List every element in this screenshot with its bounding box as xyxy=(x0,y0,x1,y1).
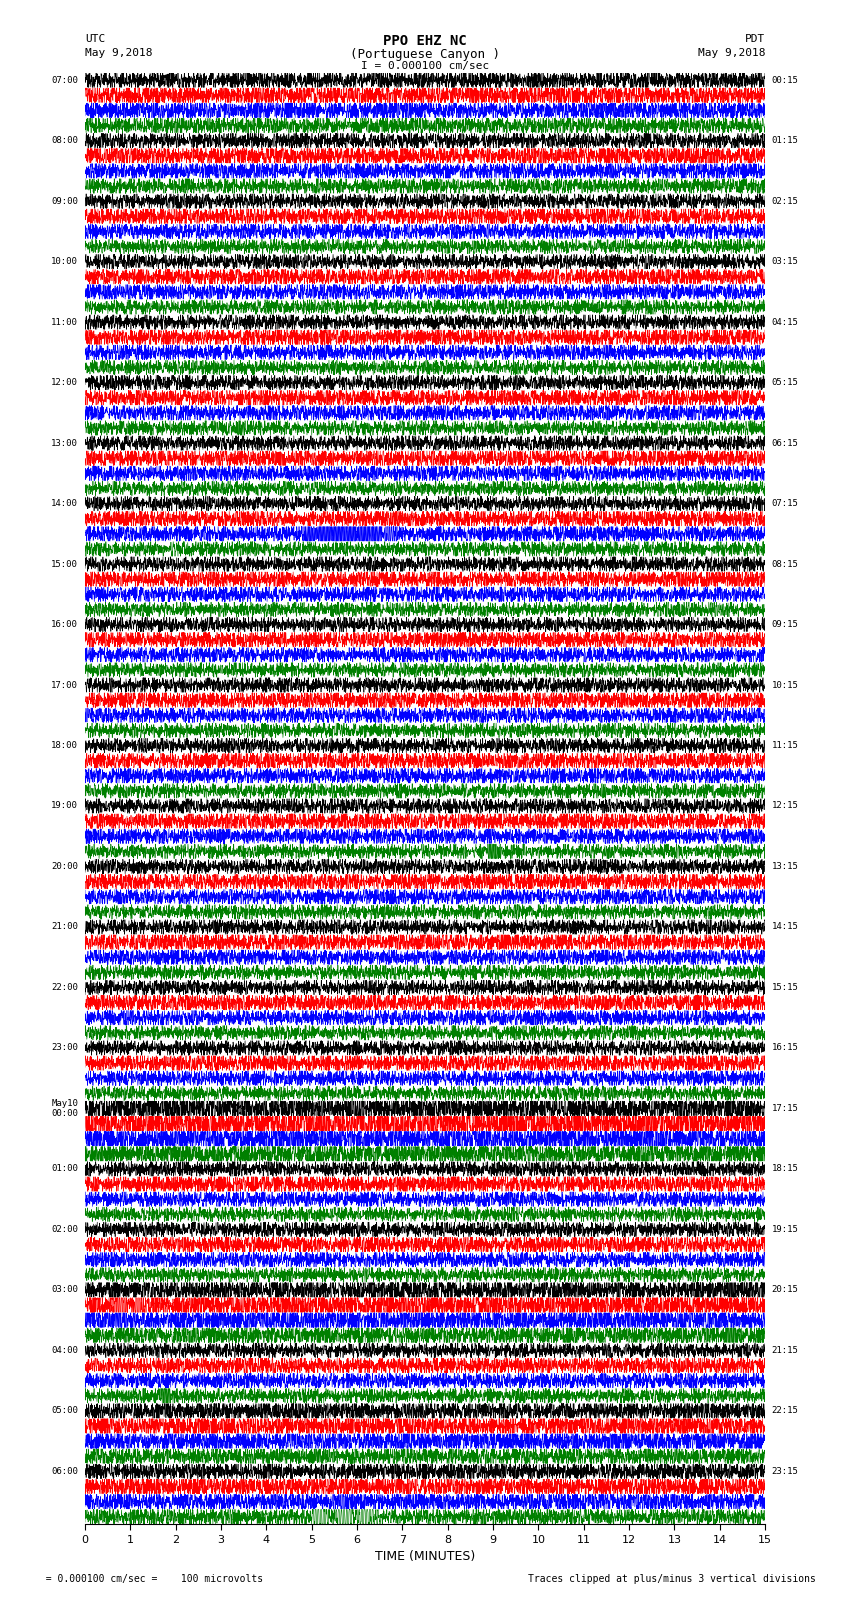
Text: 23:00: 23:00 xyxy=(51,1044,78,1052)
Text: 02:00: 02:00 xyxy=(51,1224,78,1234)
Text: 07:15: 07:15 xyxy=(772,498,799,508)
Text: 20:15: 20:15 xyxy=(772,1286,799,1294)
Text: 15:15: 15:15 xyxy=(772,982,799,992)
Text: 22:15: 22:15 xyxy=(772,1407,799,1415)
X-axis label: TIME (MINUTES): TIME (MINUTES) xyxy=(375,1550,475,1563)
Text: 08:15: 08:15 xyxy=(772,560,799,568)
Text: 14:15: 14:15 xyxy=(772,923,799,931)
Text: 12:00: 12:00 xyxy=(51,377,78,387)
Text: 08:00: 08:00 xyxy=(51,135,78,145)
Text: 04:00: 04:00 xyxy=(51,1345,78,1355)
Text: PDT: PDT xyxy=(745,34,765,44)
Text: 00:15: 00:15 xyxy=(772,76,799,84)
Text: 06:00: 06:00 xyxy=(51,1466,78,1476)
Text: 01:00: 01:00 xyxy=(51,1165,78,1173)
Text: 13:15: 13:15 xyxy=(772,861,799,871)
Text: I = 0.000100 cm/sec: I = 0.000100 cm/sec xyxy=(361,61,489,71)
Text: 15:00: 15:00 xyxy=(51,560,78,568)
Text: 04:15: 04:15 xyxy=(772,318,799,326)
Text: 13:00: 13:00 xyxy=(51,439,78,447)
Text: UTC: UTC xyxy=(85,34,105,44)
Text: 05:00: 05:00 xyxy=(51,1407,78,1415)
Text: 02:15: 02:15 xyxy=(772,197,799,205)
Text: 10:15: 10:15 xyxy=(772,681,799,689)
Text: 18:15: 18:15 xyxy=(772,1165,799,1173)
Text: 05:15: 05:15 xyxy=(772,377,799,387)
Text: = 0.000100 cm/sec =    100 microvolts: = 0.000100 cm/sec = 100 microvolts xyxy=(34,1574,264,1584)
Text: 20:00: 20:00 xyxy=(51,861,78,871)
Text: 03:00: 03:00 xyxy=(51,1286,78,1294)
Text: 16:15: 16:15 xyxy=(772,1044,799,1052)
Text: 14:00: 14:00 xyxy=(51,498,78,508)
Text: 18:00: 18:00 xyxy=(51,740,78,750)
Text: 11:00: 11:00 xyxy=(51,318,78,326)
Text: 19:00: 19:00 xyxy=(51,802,78,810)
Text: 21:15: 21:15 xyxy=(772,1345,799,1355)
Text: May10
00:00: May10 00:00 xyxy=(51,1098,78,1118)
Text: PPO EHZ NC: PPO EHZ NC xyxy=(383,34,467,48)
Text: 09:00: 09:00 xyxy=(51,197,78,205)
Text: 01:15: 01:15 xyxy=(772,135,799,145)
Text: May 9,2018: May 9,2018 xyxy=(698,48,765,58)
Text: 12:15: 12:15 xyxy=(772,802,799,810)
Text: 07:00: 07:00 xyxy=(51,76,78,84)
Text: 10:00: 10:00 xyxy=(51,256,78,266)
Text: 22:00: 22:00 xyxy=(51,982,78,992)
Text: Traces clipped at plus/minus 3 vertical divisions: Traces clipped at plus/minus 3 vertical … xyxy=(528,1574,816,1584)
Text: 17:00: 17:00 xyxy=(51,681,78,689)
Text: May 9,2018: May 9,2018 xyxy=(85,48,152,58)
Text: 17:15: 17:15 xyxy=(772,1103,799,1113)
Text: 19:15: 19:15 xyxy=(772,1224,799,1234)
Text: 06:15: 06:15 xyxy=(772,439,799,447)
Text: 16:00: 16:00 xyxy=(51,619,78,629)
Text: 11:15: 11:15 xyxy=(772,740,799,750)
Text: 09:15: 09:15 xyxy=(772,619,799,629)
Text: 03:15: 03:15 xyxy=(772,256,799,266)
Text: (Portuguese Canyon ): (Portuguese Canyon ) xyxy=(350,48,500,61)
Text: 23:15: 23:15 xyxy=(772,1466,799,1476)
Text: 21:00: 21:00 xyxy=(51,923,78,931)
